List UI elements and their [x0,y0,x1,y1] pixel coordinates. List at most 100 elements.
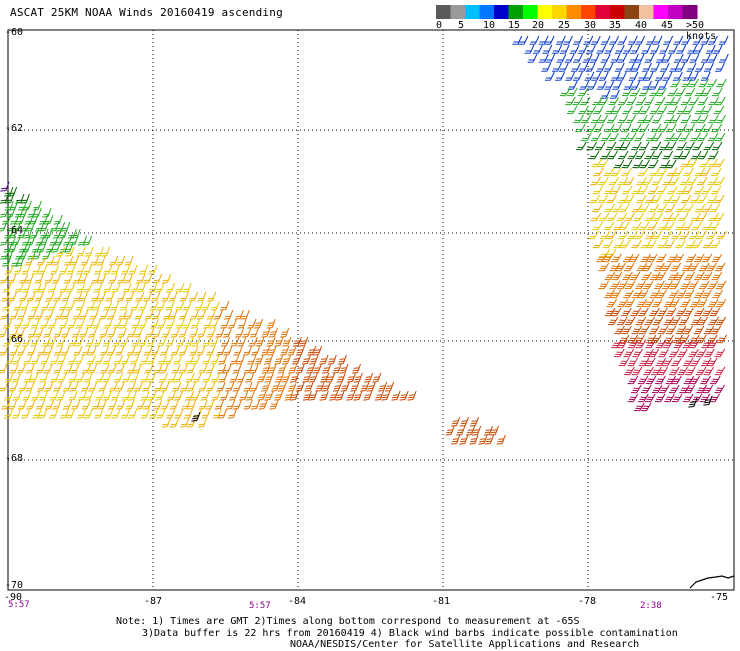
time-label: 5:57 [8,600,30,610]
wind-barb [102,354,112,365]
wind-barb [712,87,723,97]
wind-barb [53,291,63,302]
wind-barb [598,71,609,81]
wind-barb [0,221,8,232]
wind-barb [378,381,388,392]
wind-barb [63,273,73,284]
wind-barb [693,325,705,335]
wind-barb [174,408,184,419]
wind-barb [72,309,82,320]
wind-barb [625,132,637,142]
wind-barb [613,159,625,169]
wind-barb [715,96,726,106]
wind-barb [92,300,102,311]
wind-barb [159,363,169,374]
wind-barb [577,87,589,97]
wind-barb [630,123,642,133]
wind-barb [714,384,725,394]
wind-barb [115,381,125,392]
wind-barb [633,212,644,222]
wind-barb [37,282,48,293]
wind-barb [151,291,161,302]
wind-barb [667,105,678,115]
wind-barb [197,417,207,428]
wind-barb [701,203,713,213]
wind-barb [524,44,535,54]
wind-barb [708,298,719,308]
wind-barb [675,62,686,72]
wind-barb [243,399,253,410]
wind-barb [555,71,565,81]
wind-barb [236,372,246,383]
wind-barb [53,345,63,356]
wind-barb [705,44,716,54]
wind-barb [635,35,646,45]
wind-barb [688,348,699,358]
wind-barb [247,354,257,365]
wind-barb [715,298,727,308]
wind-barb [59,408,69,419]
wind-barb [655,357,667,367]
wind-barb [202,336,212,347]
wind-barb [102,336,112,347]
wind-barb [605,141,617,151]
wind-barb [197,291,207,302]
wind-barb [604,307,616,317]
wind-barb [651,150,663,160]
wind-barb [609,89,620,99]
wind-barb [664,96,675,106]
legend-swatch [450,5,466,19]
wind-barb [657,307,668,317]
wind-barb [212,408,222,419]
wind-barb [21,408,31,419]
wind-barb [322,363,332,374]
wind-barb [161,327,171,338]
wind-barb [0,309,10,320]
wind-barb [598,280,609,290]
wind-barb [673,253,685,263]
wind-barb [128,408,138,419]
wind-barb [82,264,93,275]
wind-barb [689,375,701,385]
wind-barb [30,336,40,347]
wind-barb [129,372,139,383]
wind-barb [232,381,242,392]
wind-barb [8,381,18,392]
wind-barb [115,255,126,266]
wind-barb [161,417,171,428]
wind-barb [281,372,291,383]
wind-barb [39,318,50,329]
wind-barb [0,181,10,192]
wind-barb [607,150,618,160]
wind-barb [21,282,31,293]
wind-barb [646,253,658,263]
wind-barb [608,132,619,142]
wind-barb [56,390,66,401]
wind-barb [165,300,175,311]
wind-barb [157,354,167,365]
wind-barb [716,334,728,344]
wind-barb [76,282,86,293]
wind-barb [708,221,720,231]
wind-barb [565,96,576,106]
wind-barb [616,212,628,222]
wind-barb [627,35,638,45]
wind-barb [165,282,176,293]
wind-barb [589,194,600,204]
wind-barb [630,87,641,97]
wind-barb [624,62,635,72]
wind-barb [214,399,225,410]
wind-barb [133,381,143,392]
wind-barb [9,200,19,211]
wind-barb [644,53,655,63]
wind-barb [650,141,662,151]
wind-barb [627,230,638,240]
wind-barb [116,399,126,410]
wind-barb [697,316,708,326]
wind-barb [610,71,621,81]
wind-barb [675,239,686,249]
wind-barb [682,185,693,195]
wind-barb [225,399,236,410]
wind-barb [614,62,625,72]
wind-barb [149,300,159,311]
